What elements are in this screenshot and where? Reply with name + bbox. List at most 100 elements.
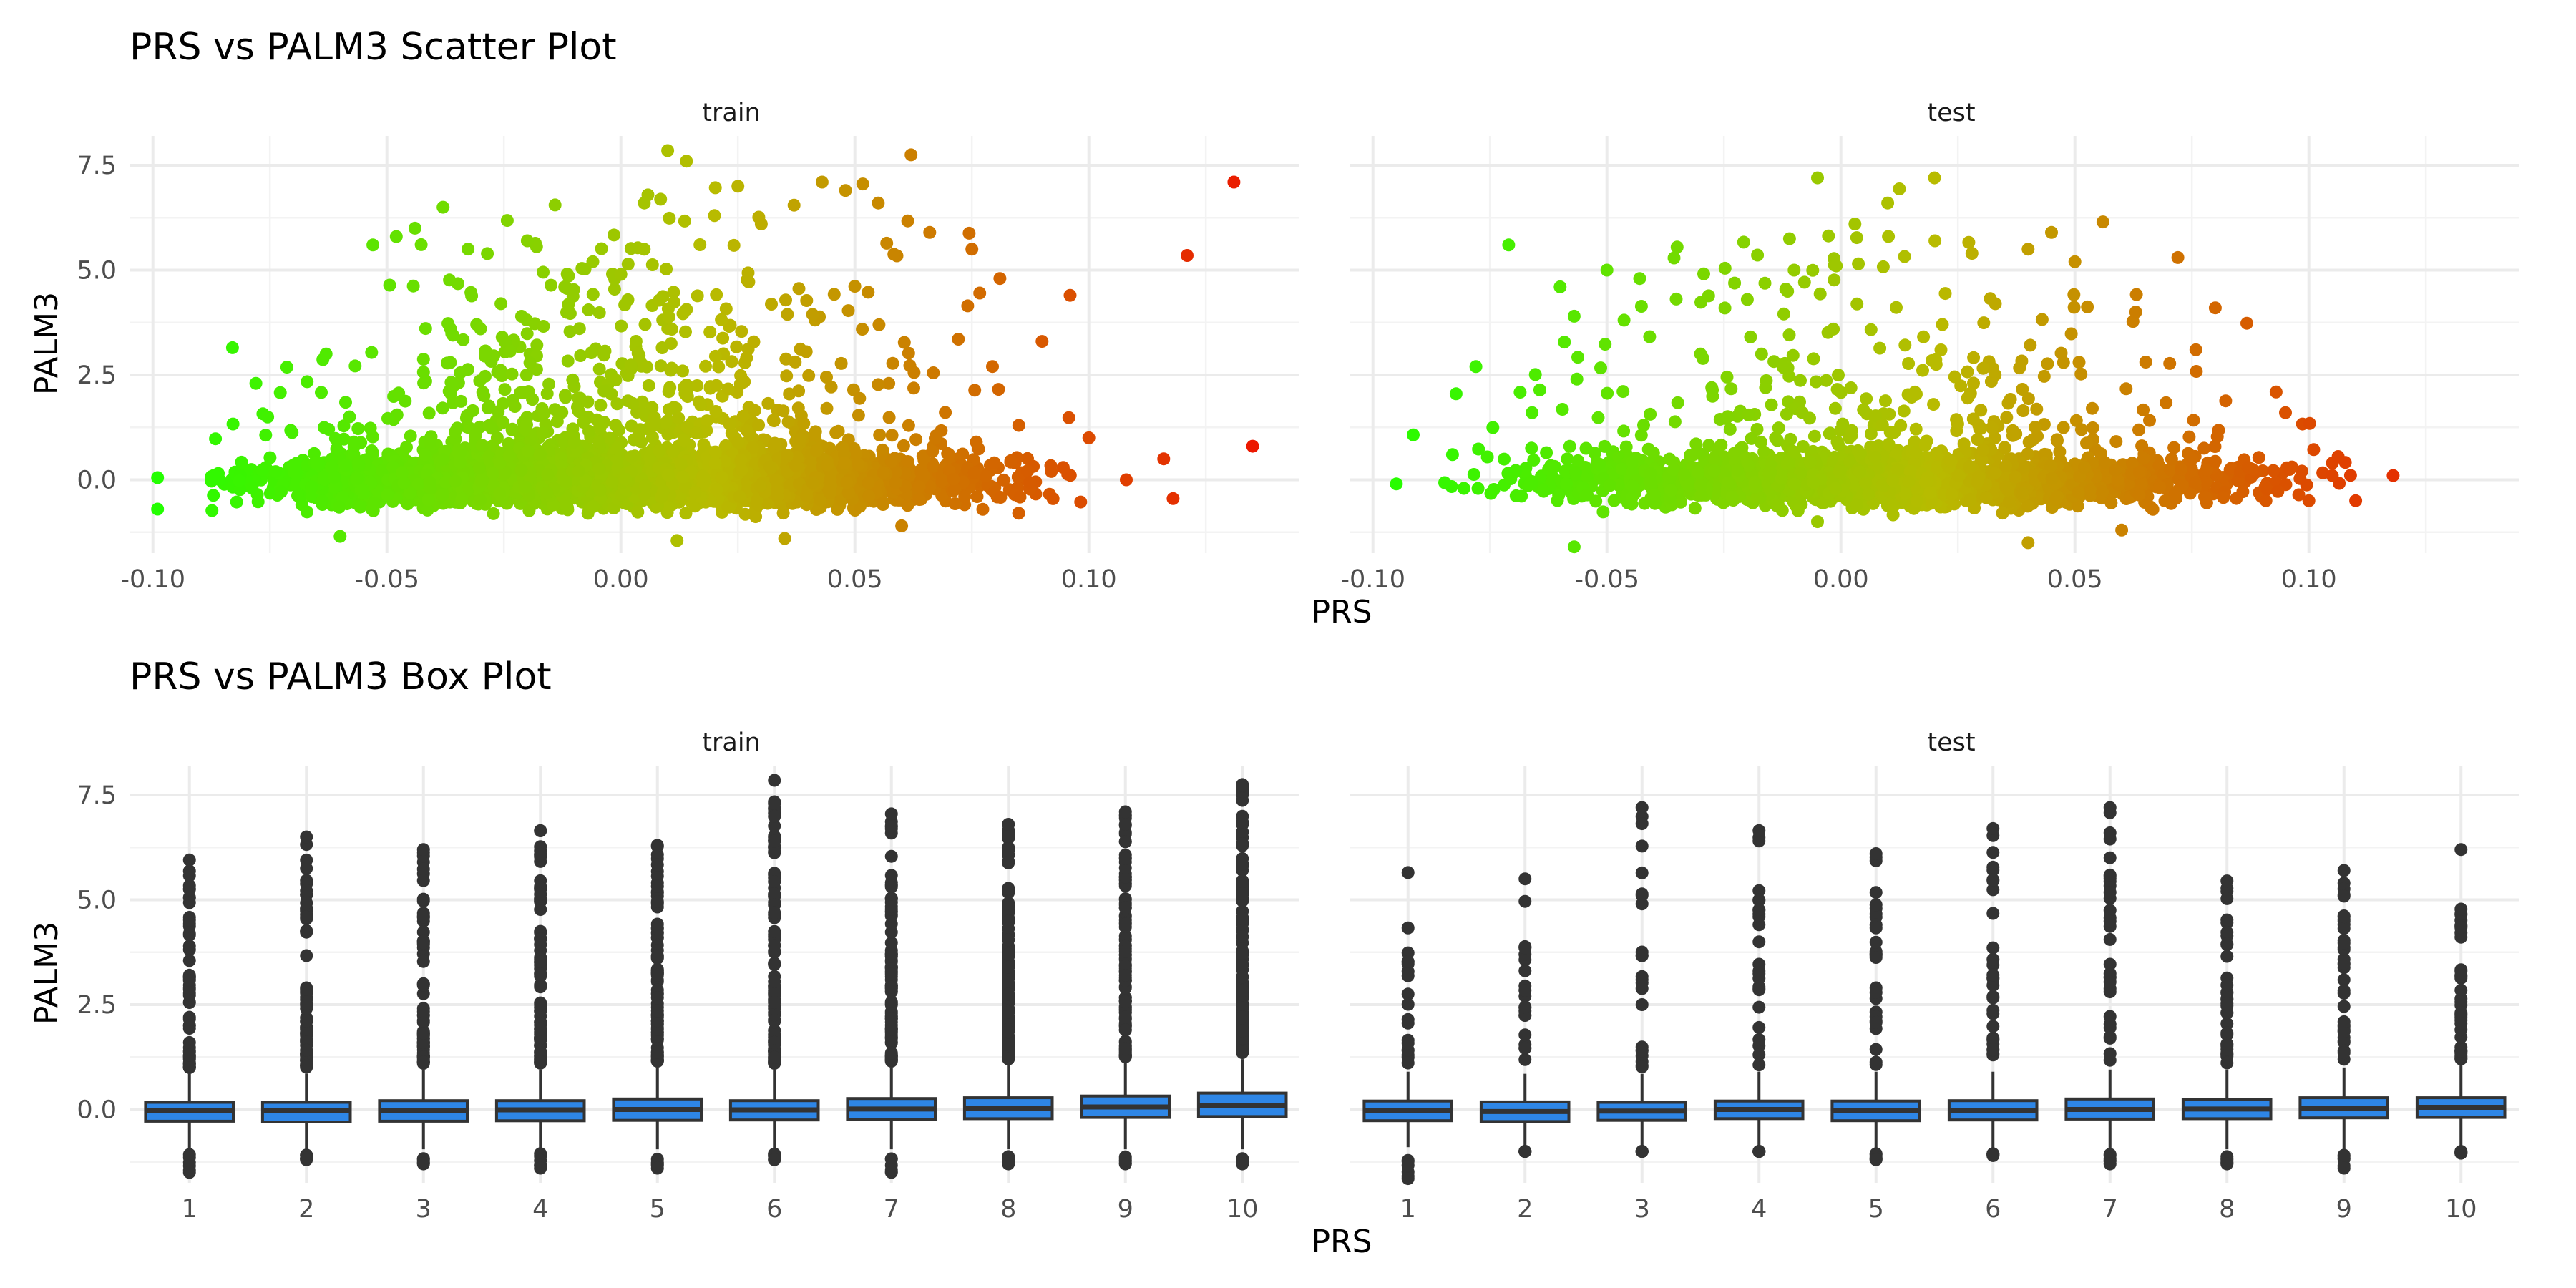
- scatter-point: [692, 395, 706, 409]
- scatter-point: [930, 429, 943, 442]
- scatter-point: [626, 396, 640, 410]
- scatter-point: [852, 458, 865, 472]
- scatter-point: [848, 280, 862, 293]
- scatter-point: [719, 302, 733, 316]
- scatter-point: [301, 375, 314, 389]
- scatter-point: [615, 319, 628, 333]
- scatter-point: [792, 282, 806, 296]
- scatter-point: [902, 419, 915, 432]
- scatter-point: [421, 493, 435, 507]
- scatter-point: [680, 379, 693, 391]
- scatter-point: [481, 401, 494, 414]
- scatter-point: [508, 400, 522, 413]
- scatter-point: [594, 399, 608, 412]
- scatter-point: [490, 431, 504, 444]
- scatter-point: [269, 465, 283, 479]
- scatter-point: [781, 308, 794, 321]
- scatter-point: [979, 469, 992, 483]
- scatter-point: [416, 353, 430, 366]
- scatter-point: [575, 262, 589, 275]
- y-tick-label: 0.0: [77, 466, 117, 494]
- scatter-point: [841, 304, 855, 318]
- scatter-point: [476, 386, 489, 399]
- scatter-point: [638, 318, 652, 331]
- scatter-point: [740, 351, 753, 365]
- scatter-point: [667, 286, 680, 299]
- scatter-point: [367, 497, 381, 510]
- scatter-point: [301, 505, 313, 519]
- scatter-point: [827, 288, 841, 301]
- scatter-point: [970, 435, 983, 449]
- scatter-point: [273, 386, 287, 399]
- scatter-point: [348, 359, 362, 373]
- scatter-point: [537, 265, 550, 279]
- scatter-point: [330, 442, 343, 456]
- scatter-point: [392, 386, 406, 400]
- scatter-point: [748, 404, 761, 417]
- scatter-point: [903, 358, 917, 372]
- scatter-point: [873, 429, 887, 441]
- scatter-point: [897, 336, 911, 349]
- scatter-point: [481, 247, 494, 260]
- scatter-point: [660, 263, 673, 275]
- scatter-point: [451, 277, 464, 291]
- scatter-point: [776, 404, 790, 418]
- scatter-point: [462, 243, 475, 256]
- scatter-point: [280, 361, 293, 374]
- scatter-panel-train: -0.10 -0.05 0.00 0.05 0.100.02.55.07.5: [77, 136, 1299, 594]
- scatter-point: [676, 364, 689, 378]
- scatter-point: [693, 238, 707, 251]
- scatter-point: [654, 192, 668, 206]
- scatter-point: [968, 384, 982, 397]
- scatter-point: [806, 308, 819, 321]
- scatter-point: [263, 451, 277, 464]
- scatter-point: [261, 410, 275, 424]
- scatter-point: [586, 288, 600, 301]
- scatter-point: [852, 409, 865, 422]
- scatter-point: [416, 366, 430, 379]
- scatter-point: [733, 377, 747, 391]
- scatter-point: [313, 457, 326, 471]
- scatter-point: [853, 391, 867, 405]
- scatter-title: PRS vs PALM3 Scatter Plot: [130, 26, 617, 69]
- scatter-point: [731, 436, 745, 449]
- scatter-point: [479, 349, 492, 363]
- scatter-point: [735, 325, 748, 338]
- scatter-point: [1062, 411, 1075, 424]
- scatter-point: [642, 379, 655, 392]
- scatter-strip-train: train: [702, 99, 760, 127]
- scatter-point: [799, 345, 813, 358]
- scatter-point: [457, 333, 470, 346]
- scatter-point: [902, 346, 915, 360]
- scatter-point: [1004, 455, 1018, 469]
- scatter-point: [901, 499, 914, 512]
- scatter-point: [789, 355, 802, 369]
- scatter-point: [887, 248, 901, 261]
- scatter-point: [608, 283, 621, 296]
- scatter-point: [679, 325, 692, 338]
- scatter-point: [973, 286, 987, 300]
- scatter-point: [677, 434, 691, 447]
- scatter-point: [422, 406, 436, 420]
- scatter-point: [305, 480, 318, 494]
- x-tick-label: -0.05: [354, 565, 419, 594]
- scatter-point: [723, 417, 736, 431]
- scatter-point: [802, 369, 816, 382]
- scatter-point: [610, 397, 624, 411]
- scatter-point: [585, 346, 598, 359]
- scatter-point: [912, 493, 926, 507]
- scatter-point: [351, 422, 365, 435]
- scatter-point: [595, 242, 608, 255]
- scatter-point: [831, 424, 845, 438]
- scatter-point: [550, 415, 564, 429]
- scatter-point: [205, 470, 218, 483]
- scatter-point: [862, 476, 875, 489]
- scatter-point: [226, 417, 240, 431]
- scatter-point: [992, 383, 1005, 396]
- scatter-point: [703, 326, 717, 339]
- scatter-point: [691, 289, 704, 303]
- x-tick-label: 0.00: [593, 565, 649, 594]
- scatter-point: [942, 448, 956, 462]
